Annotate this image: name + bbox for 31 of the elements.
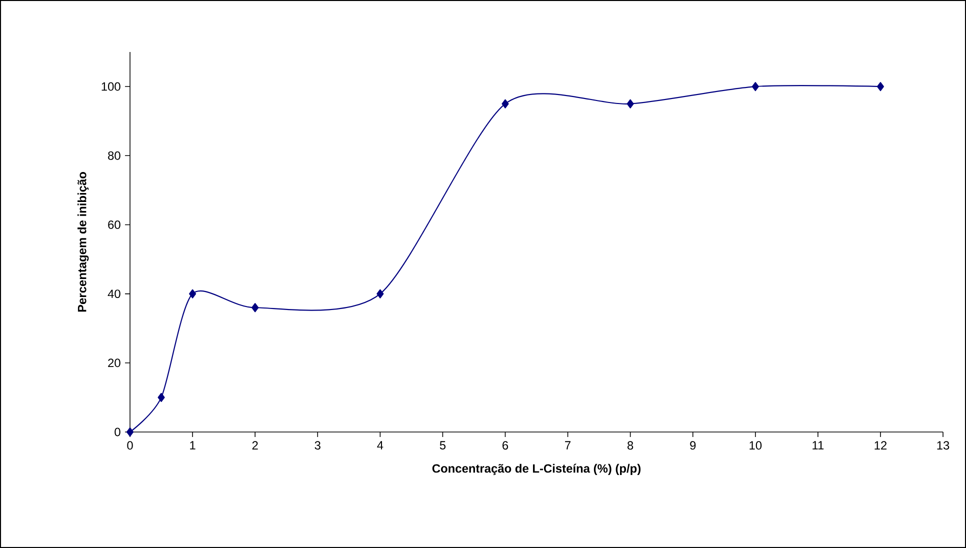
point [752, 82, 759, 92]
point [876, 82, 884, 92]
point [626, 99, 634, 108]
y-tick-label: 0 [114, 428, 120, 436]
x-tick-label: 1 [190, 441, 196, 450]
x-tick-label: 8 [628, 441, 634, 450]
x-tick-label: 2 [252, 441, 258, 450]
point [252, 303, 259, 312]
point [188, 289, 196, 298]
x-tick-label: 0 [127, 441, 133, 450]
x-tick-label: 6 [502, 441, 508, 450]
y-tick-label: 80 [108, 151, 120, 160]
x-tick-label: 5 [440, 441, 446, 450]
point [502, 99, 509, 108]
y-tick-label: 60 [108, 220, 120, 229]
x-tick-label: 12 [874, 441, 887, 450]
x-axis-title: Concentração de L-Cisteína (%) (p/p) [432, 464, 641, 476]
x-tick-label: 10 [750, 441, 762, 450]
y-tick-label: 20 [108, 358, 120, 368]
y-tick-label: 100 [102, 82, 120, 91]
point [376, 289, 384, 298]
x-tick-label: 9 [690, 441, 696, 450]
x-tick-label: 11 [812, 441, 824, 450]
y-axis-title: Percentagem de inibição [78, 172, 89, 312]
x-tick-label: 4 [377, 441, 384, 450]
point [158, 392, 165, 402]
x-tick-label: 7 [565, 441, 570, 450]
x-tick-label: 13 [937, 441, 950, 450]
y-tick-label: 40 [108, 290, 120, 298]
point [126, 427, 134, 437]
x-tick-label: 3 [314, 441, 320, 450]
